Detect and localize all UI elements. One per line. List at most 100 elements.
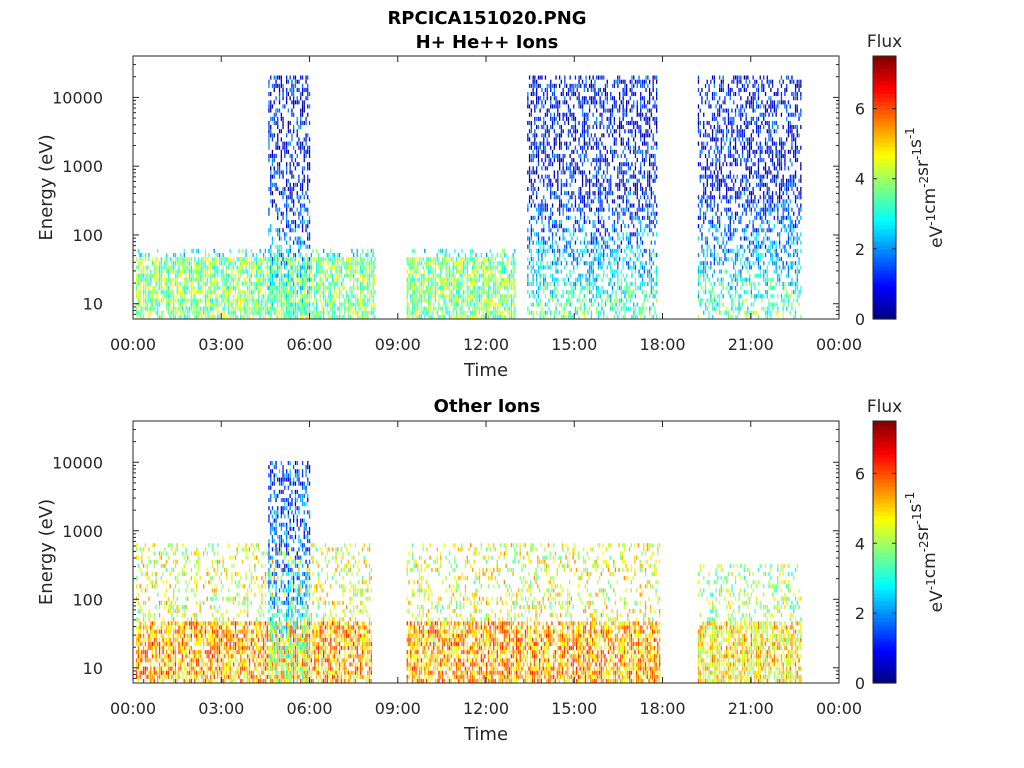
heatmap-cell xyxy=(215,286,217,291)
heatmap-cell xyxy=(534,215,536,220)
heatmap-cell xyxy=(530,215,532,220)
heatmap-cell xyxy=(629,120,631,125)
heatmap-cell xyxy=(234,310,237,315)
heatmap-cell xyxy=(317,310,319,315)
heatmap-cell xyxy=(358,306,360,311)
heatmap-cell xyxy=(342,281,344,286)
heatmap-cell xyxy=(622,92,624,97)
heatmap-cell xyxy=(436,273,438,278)
heatmap-cell xyxy=(649,158,651,163)
heatmap-cell xyxy=(536,240,538,245)
heatmap-cell xyxy=(599,294,601,299)
heatmap-cell xyxy=(543,116,545,121)
heatmap-cell xyxy=(610,191,612,196)
heatmap-cell xyxy=(298,261,300,266)
heatmap-cell xyxy=(640,314,642,319)
heatmap-cell xyxy=(599,265,601,270)
heatmap-cell xyxy=(408,261,410,266)
heatmap-cell xyxy=(650,306,652,311)
heatmap-cell xyxy=(229,281,231,286)
heatmap-cell xyxy=(139,314,141,319)
heatmap-cell xyxy=(211,281,214,286)
heatmap-cell xyxy=(280,310,282,315)
heatmap-cell xyxy=(316,306,318,311)
heatmap-cell xyxy=(543,104,545,109)
heatmap-cell xyxy=(649,178,651,183)
heatmap-cell xyxy=(157,281,159,286)
heatmap-cell xyxy=(410,294,412,299)
heatmap-cell xyxy=(303,269,305,274)
heatmap-cell xyxy=(227,290,229,295)
heatmap-cell xyxy=(548,129,550,134)
heatmap-cell xyxy=(215,257,217,262)
heatmap-cell xyxy=(270,174,272,179)
heatmap-cell xyxy=(293,240,295,245)
heatmap-cell xyxy=(236,298,238,303)
heatmap-cell xyxy=(452,302,454,307)
heatmap-cell xyxy=(578,153,580,158)
heatmap-cell xyxy=(587,141,589,146)
heatmap-cell xyxy=(418,298,421,303)
heatmap-cell xyxy=(293,277,295,282)
heatmap-cell xyxy=(190,294,192,299)
heatmap-cell xyxy=(422,306,424,311)
heatmap-cell xyxy=(585,153,587,158)
heatmap-cell xyxy=(417,290,419,295)
heatmap-cell xyxy=(346,273,348,278)
heatmap-cell xyxy=(507,302,509,307)
heatmap-cell xyxy=(615,141,617,146)
heatmap-cell xyxy=(293,286,295,291)
heatmap-cell xyxy=(141,269,143,274)
heatmap-cell xyxy=(330,298,332,303)
heatmap-cell xyxy=(548,108,550,113)
heatmap-cell xyxy=(333,253,335,258)
heatmap-cell xyxy=(553,112,555,117)
heatmap-cell xyxy=(626,104,628,109)
heatmap-cell xyxy=(604,92,607,97)
heatmap-cell xyxy=(610,108,612,113)
heatmap-cell xyxy=(631,215,633,220)
heatmap-cell xyxy=(233,298,235,303)
heatmap-cell xyxy=(173,314,175,319)
heatmap-cell xyxy=(420,314,422,319)
heatmap-cell xyxy=(151,302,154,307)
heatmap-cell xyxy=(323,298,325,303)
heatmap-cell xyxy=(277,145,279,150)
heatmap-cell xyxy=(594,104,596,109)
heatmap-cell xyxy=(491,265,493,270)
heatmap-cell xyxy=(574,220,577,225)
heatmap-cell xyxy=(361,314,364,319)
heatmap-cell xyxy=(148,290,150,295)
heatmap-cell xyxy=(171,269,173,274)
heatmap-cell xyxy=(268,281,270,286)
heatmap-cell xyxy=(631,83,633,88)
heatmap-cell xyxy=(139,298,141,303)
heatmap-cell xyxy=(553,310,555,315)
heatmap-cell xyxy=(199,265,201,270)
heatmap-cell xyxy=(590,281,592,286)
heatmap-cell xyxy=(606,149,608,154)
heatmap-cell xyxy=(631,75,633,80)
heatmap-cell xyxy=(190,265,192,270)
heatmap-cell xyxy=(450,273,452,278)
heatmap-cell xyxy=(447,310,449,315)
heatmap-cell xyxy=(608,203,610,208)
heatmap-cell xyxy=(544,87,547,92)
heatmap-cell xyxy=(427,298,430,303)
heatmap-cell xyxy=(647,133,649,138)
heatmap-cell xyxy=(201,314,203,319)
heatmap-cell xyxy=(581,162,584,167)
heatmap-cell xyxy=(363,314,365,319)
heatmap-cell xyxy=(571,83,573,88)
heatmap-cell xyxy=(259,257,261,262)
heatmap-cell xyxy=(280,112,282,117)
heatmap-cell xyxy=(454,286,456,291)
heatmap-cell xyxy=(634,174,637,179)
heatmap-cell xyxy=(468,257,470,262)
heatmap-cell xyxy=(566,261,568,266)
heatmap-cell xyxy=(589,220,591,225)
heatmap-cell xyxy=(305,294,307,299)
heatmap-cell xyxy=(307,286,309,291)
heatmap-cell xyxy=(601,141,603,146)
heatmap-cell xyxy=(551,182,554,187)
